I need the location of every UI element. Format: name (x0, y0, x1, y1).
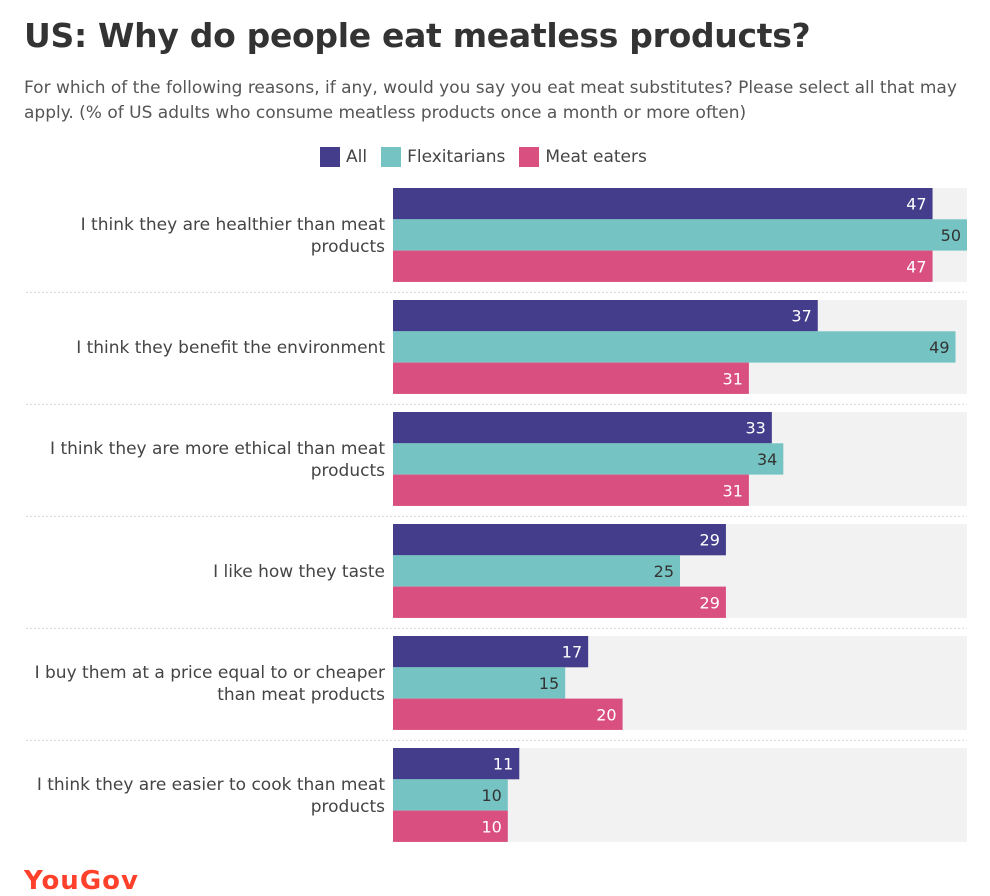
bar-all (393, 300, 818, 332)
bar-all (393, 636, 589, 668)
bar-meat-eaters (393, 810, 508, 842)
bar-flexitarians (393, 331, 956, 363)
data-label-flexitarians: 10 (481, 786, 501, 805)
category-label: products (311, 237, 385, 257)
bar-meat-eaters (393, 250, 933, 282)
category-label: I think they are healthier than meat (81, 215, 386, 235)
legend: All Flexitarians Meat eaters (320, 144, 647, 170)
category-label: I buy them at a price equal to or cheape… (35, 663, 385, 683)
bar-flexitarians (393, 443, 784, 475)
data-label-flexitarians: 25 (654, 562, 674, 581)
data-label-meat-eaters: 31 (723, 481, 743, 500)
legend-label-all: All (346, 147, 368, 167)
data-label-flexitarians: 34 (757, 450, 777, 469)
data-label-all: 47 (906, 195, 926, 214)
legend-item-meat-eaters: Meat eaters (519, 147, 647, 167)
bar-flexitarians (393, 667, 566, 699)
data-label-meat-eaters: 10 (481, 817, 501, 836)
bar-all (393, 412, 772, 444)
category-label: products (311, 461, 385, 481)
bar-meat-eaters (393, 362, 749, 394)
data-label-all: 11 (493, 755, 513, 774)
category-label: I think they are more ethical than meat (50, 439, 385, 459)
legend-item-all: All (320, 147, 367, 167)
data-label-all: 17 (562, 643, 582, 662)
data-label-all: 37 (791, 307, 811, 326)
bar-all (393, 524, 726, 556)
legend-label-flexitarians: Flexitarians (407, 147, 506, 167)
bar-flexitarians (393, 779, 508, 811)
data-label-all: 33 (745, 419, 765, 438)
chart-subtitle: For which of the following reasons, if a… (24, 78, 957, 123)
legend-item-flexitarians: Flexitarians (381, 147, 505, 167)
bar-meat-eaters (393, 586, 726, 618)
data-label-meat-eaters: 20 (596, 705, 616, 724)
data-label-meat-eaters: 31 (723, 369, 743, 388)
bar-flexitarians (393, 555, 680, 587)
bar-all (393, 748, 520, 780)
legend-swatch-flexitarians (381, 147, 402, 167)
bar-meat-eaters (393, 698, 623, 730)
legend-swatch-all (320, 147, 340, 167)
bar-chart: I think they are healthier than meatprod… (26, 188, 967, 842)
data-label-flexitarians: 15 (539, 674, 559, 693)
legend-label-meat-eaters: Meat eaters (545, 147, 647, 167)
category-label: I think they are easier to cook than mea… (37, 775, 386, 795)
bar-all (393, 188, 933, 220)
data-label-all: 29 (700, 531, 720, 550)
bar-meat-eaters (393, 474, 749, 506)
data-label-flexitarians: 49 (929, 338, 949, 357)
chart-title: US: Why do people eat meatless products? (24, 16, 811, 55)
category-label: I like how they taste (213, 562, 385, 582)
legend-swatch-meat-eaters (519, 147, 540, 167)
category-label: than meat products (217, 685, 385, 705)
bar-flexitarians (393, 219, 967, 251)
data-label-meat-eaters: 47 (906, 257, 926, 276)
data-label-meat-eaters: 29 (700, 593, 720, 612)
data-label-flexitarians: 50 (941, 226, 961, 245)
yougov-logo: YouGov (24, 866, 139, 896)
category-label: products (311, 797, 385, 817)
category-label: I think they benefit the environment (76, 338, 385, 358)
